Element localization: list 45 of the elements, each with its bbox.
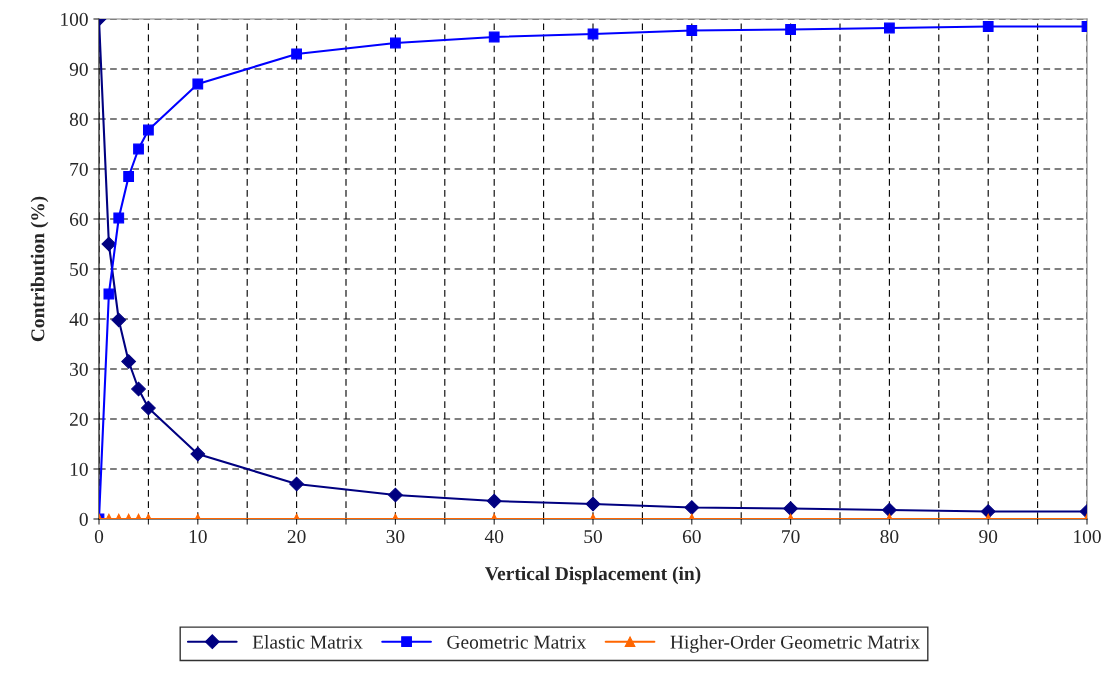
x-tick-label: 40 [484,529,504,544]
x-tick-label: 60 [682,529,701,544]
y-tick-label: 20 [69,412,88,426]
point [390,37,401,49]
y-tick-label: 100 [61,12,88,26]
point [192,78,204,90]
point [143,124,154,136]
legend-label: Higher-Order Geometric Matrix [670,635,920,653]
x-tick-label: 0 [94,529,104,544]
y-tick-label: 0 [79,512,88,526]
x-axis-title: Vertical Displacement (in) [485,566,701,585]
legend-label: Geometric Matrix [447,635,587,649]
y-tick-label: 70 [70,162,88,176]
point [488,31,500,43]
point [101,236,117,252]
y-tick-label: 80 [69,112,88,126]
point [686,25,698,36]
x-tick-label: 30 [386,529,405,544]
point [121,354,137,369]
point [131,381,146,397]
point [291,48,302,60]
point [884,22,895,34]
point [123,171,135,182]
point [113,212,125,224]
y-tick-label: 30 [70,362,88,376]
point [785,24,796,35]
y-tick-label: 10 [70,462,88,476]
x-tick-label: 50 [584,529,602,544]
y-tick-label: 60 [69,212,88,226]
point [133,143,144,155]
y-axis-title: Contribution (%) [30,196,49,342]
point [103,288,115,300]
x-tick-label: 70 [782,529,800,544]
legend-label: Elastic Matrix [252,635,363,649]
x-tick-label: 80 [880,529,899,544]
point [982,21,994,32]
x-tick-label: 100 [1074,529,1101,544]
x-tick-label: 20 [287,529,306,544]
point [111,312,127,328]
x-tick-label: 10 [189,529,207,544]
y-tick-label: 40 [69,312,88,326]
y-tick-label: 90 [69,62,88,76]
point [141,400,156,416]
y-tick-label: 50 [70,262,88,276]
x-tick-label: 90 [979,529,998,544]
